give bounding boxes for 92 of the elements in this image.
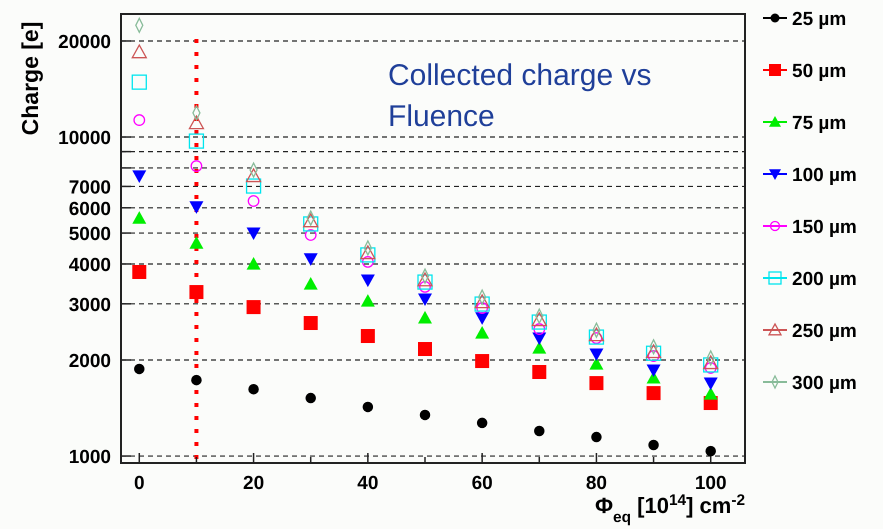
- point: [303, 216, 318, 232]
- point: [703, 355, 718, 370]
- point: [705, 446, 716, 456]
- point: [246, 227, 261, 240]
- point: [532, 365, 546, 380]
- point: [417, 272, 433, 286]
- point: [304, 229, 317, 241]
- point: [474, 294, 490, 308]
- y-tick-label: 4000: [68, 254, 111, 276]
- point: [589, 348, 604, 362]
- point: [189, 285, 204, 300]
- x-tick-label: 40: [357, 473, 378, 494]
- point: [532, 312, 547, 326]
- point: [303, 213, 318, 228]
- legend-label: 25 µm: [792, 9, 846, 30]
- point: [704, 377, 718, 390]
- point: [246, 178, 262, 194]
- point: [532, 341, 546, 354]
- point: [704, 386, 718, 400]
- text: Collected charge vs Fluence: [388, 59, 652, 133]
- point: [588, 329, 604, 345]
- point: [132, 44, 147, 58]
- point: [360, 329, 375, 344]
- legend-label: 200 µm: [792, 269, 857, 290]
- point: [360, 294, 375, 307]
- point: [533, 323, 546, 335]
- point: [475, 354, 490, 368]
- point: [360, 245, 376, 260]
- point: [646, 364, 661, 378]
- point: [589, 376, 604, 390]
- point: [532, 314, 547, 330]
- point: [418, 293, 432, 306]
- legend-label: 150 µm: [792, 217, 857, 238]
- point: [304, 277, 318, 290]
- point: [476, 418, 488, 428]
- point: [191, 374, 202, 386]
- legend-label: 250 µm: [792, 321, 857, 342]
- point: [304, 253, 318, 266]
- point: [246, 168, 262, 182]
- point: [420, 410, 430, 420]
- legend-label: 50 µm: [792, 61, 846, 82]
- y-tick-label: 10000: [58, 128, 111, 150]
- point: [418, 342, 432, 356]
- x-tick-label: 20: [243, 473, 264, 494]
- point: [703, 357, 718, 373]
- point: [646, 386, 661, 400]
- y-tick-label: 20000: [58, 32, 111, 53]
- y-axis-title: Charge [e]: [17, 22, 43, 136]
- y-tick-label: 6000: [68, 198, 111, 220]
- point: [589, 357, 604, 370]
- legend-label: 100 µm: [792, 165, 857, 186]
- point: [246, 300, 261, 314]
- x-tick-label: 100: [694, 473, 727, 494]
- point: [591, 432, 602, 442]
- point: [534, 426, 545, 436]
- legend-label: 75 µm: [792, 113, 846, 134]
- point: [248, 195, 260, 207]
- x-tick-label: 60: [472, 473, 493, 494]
- y-tick-label: 2000: [68, 351, 111, 372]
- point: [418, 310, 432, 324]
- point: [474, 296, 490, 312]
- point: [133, 114, 146, 126]
- point: [132, 264, 146, 279]
- point: [189, 201, 204, 214]
- point: [360, 274, 375, 288]
- point: [188, 133, 204, 149]
- x-tick-label: 80: [586, 473, 607, 494]
- point: [132, 74, 147, 90]
- point: [246, 256, 261, 270]
- point: [132, 170, 146, 183]
- point: [360, 247, 376, 263]
- point: [132, 211, 146, 224]
- point: [305, 392, 316, 404]
- legend-label: 300 µm: [792, 373, 857, 394]
- y-tick-label: 7000: [68, 177, 111, 198]
- y-tick-label: 5000: [68, 224, 111, 246]
- point: [362, 402, 374, 412]
- point: [417, 274, 433, 290]
- y-tick-label: 3000: [68, 294, 111, 316]
- point: [362, 256, 374, 268]
- y-tick-label: 1000: [68, 447, 111, 468]
- point: [188, 115, 204, 130]
- x-tick-label: 0: [134, 473, 145, 494]
- point: [190, 160, 202, 172]
- x-axis-title: Φ$_{eq}$ [10$^{14}$] cm$^{-2}$: [594, 492, 745, 526]
- point: [248, 384, 259, 394]
- point: [189, 236, 204, 249]
- point: [475, 326, 490, 339]
- point: [134, 364, 145, 374]
- point: [304, 316, 318, 330]
- point: [648, 440, 659, 450]
- point: [588, 327, 604, 342]
